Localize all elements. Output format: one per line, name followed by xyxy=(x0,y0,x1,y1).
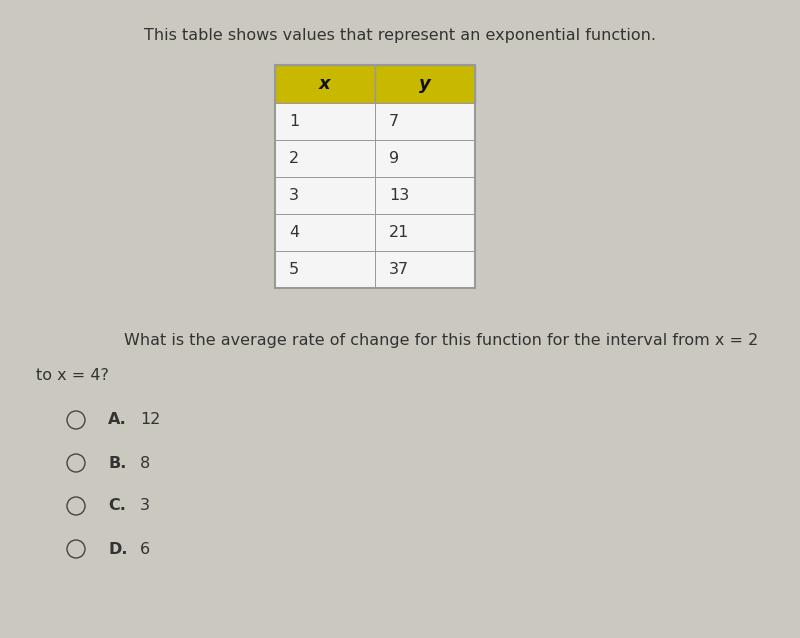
Text: 37: 37 xyxy=(389,262,409,277)
Text: 3: 3 xyxy=(289,188,299,203)
Bar xyxy=(275,65,475,288)
Bar xyxy=(375,140,475,177)
Text: 7: 7 xyxy=(389,114,399,129)
Text: This table shows values that represent an exponential function.: This table shows values that represent a… xyxy=(144,28,656,43)
Text: 5: 5 xyxy=(289,262,299,277)
Text: C.: C. xyxy=(108,498,126,514)
Text: y: y xyxy=(419,75,431,93)
Text: to x = 4?: to x = 4? xyxy=(36,367,109,383)
Text: 13: 13 xyxy=(389,188,410,203)
Bar xyxy=(375,65,475,103)
Bar xyxy=(275,65,375,103)
Bar xyxy=(275,251,375,288)
Text: 6: 6 xyxy=(140,542,150,556)
Text: 1: 1 xyxy=(289,114,299,129)
Text: 12: 12 xyxy=(140,413,160,427)
Bar xyxy=(275,177,375,214)
Text: 4: 4 xyxy=(289,225,299,240)
Bar xyxy=(275,103,375,140)
Bar xyxy=(275,140,375,177)
Text: 9: 9 xyxy=(389,151,399,166)
Text: What is the average rate of change for this function for the interval from x = 2: What is the average rate of change for t… xyxy=(124,332,758,348)
Text: 2: 2 xyxy=(289,151,299,166)
Text: 21: 21 xyxy=(389,225,410,240)
Text: A.: A. xyxy=(108,413,126,427)
Text: 8: 8 xyxy=(140,456,150,470)
Bar xyxy=(275,214,375,251)
Bar xyxy=(375,103,475,140)
Text: x: x xyxy=(319,75,331,93)
Bar xyxy=(375,251,475,288)
Text: 3: 3 xyxy=(140,498,150,514)
Bar xyxy=(375,214,475,251)
Bar xyxy=(375,177,475,214)
Text: B.: B. xyxy=(108,456,126,470)
Text: D.: D. xyxy=(108,542,127,556)
